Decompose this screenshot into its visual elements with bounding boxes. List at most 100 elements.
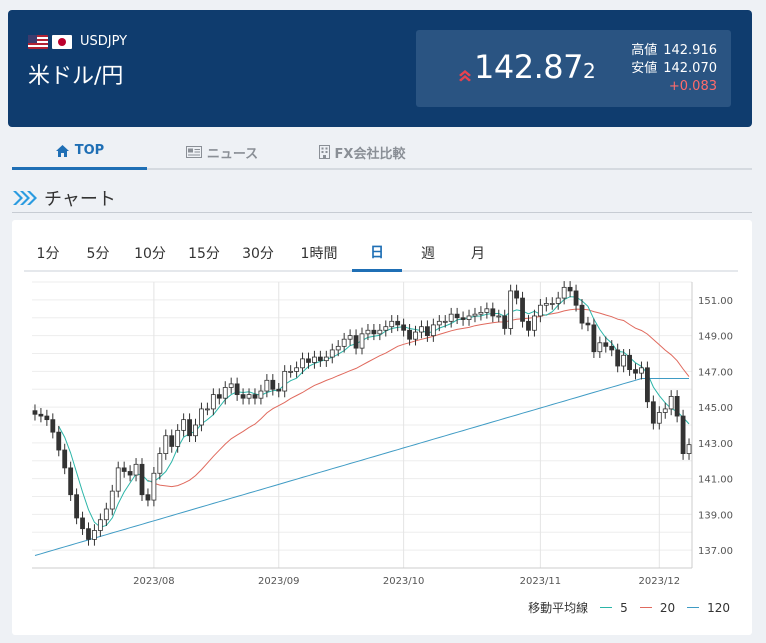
candle-body: [520, 297, 525, 322]
candle-body: [56, 431, 62, 451]
y-tick-label: 143.00: [698, 439, 733, 450]
candle-body: [169, 435, 175, 447]
section-title: チャート: [44, 189, 116, 210]
candle-body: [252, 394, 258, 399]
newspaper-icon: [185, 146, 202, 158]
low-label: 安値: [631, 61, 658, 76]
home-icon: [55, 144, 69, 157]
candle-body: [639, 367, 644, 374]
tab-fx-compare-label: FX会社比較: [334, 146, 406, 162]
tab-fx-compare[interactable]: FX会社比較: [297, 134, 427, 170]
legend-swatch-120: [687, 607, 700, 608]
candle-body: [329, 349, 335, 358]
period-1hour[interactable]: 1時間: [300, 246, 338, 262]
candle-body: [270, 379, 276, 390]
candle-body: [276, 388, 282, 392]
candle-body: [163, 435, 169, 455]
ma120-line: [34, 378, 689, 556]
y-tick-label: 141.00: [698, 475, 733, 486]
legend-swatch-5: [600, 607, 613, 608]
candle-body: [514, 290, 519, 299]
candle-body: [496, 315, 502, 318]
candle-body: [377, 329, 383, 335]
candle-body: [407, 329, 412, 340]
period-5min[interactable]: 5分: [86, 246, 110, 262]
candle-body: [585, 322, 591, 326]
quote-header: USDJPY 米ドル/円 142.872 高値 142.916 安値 142.070…: [8, 10, 752, 127]
chart-card: 1分 5分 10分 15分 30分 1時間 日 週 月 137.00 139.00…: [12, 220, 752, 635]
candle-body: [109, 490, 115, 510]
candle-body: [573, 290, 579, 306]
candle-body: [466, 315, 472, 320]
price-chart[interactable]: 137.00 139.00 141.00 143.00 145.00 147.00 149.…: [12, 280, 752, 595]
candle-body: [686, 444, 692, 455]
x-tick-label: 2023/11: [520, 576, 562, 587]
candle-body: [264, 379, 270, 392]
x-tick-label: 2023/08: [133, 576, 175, 587]
candle-body: [442, 320, 448, 323]
pair-code: USDJPY: [80, 34, 128, 49]
period-10min[interactable]: 10分: [134, 246, 166, 262]
candle-body: [668, 396, 674, 410]
candle-body: [288, 370, 294, 373]
candle-body: [127, 471, 133, 476]
y-tick-label: 145.00: [698, 403, 733, 414]
pair-row: USDJPY: [28, 34, 127, 49]
y-tick-label: 139.00: [698, 510, 733, 521]
candle-body: [62, 449, 68, 469]
high-low-panel: 高値 142.916 安値 142.070 +0.083: [631, 42, 717, 96]
price-main: 142.87: [474, 48, 583, 86]
tab-top-label: TOP: [74, 143, 105, 158]
candle-body: [258, 390, 264, 399]
candle-body: [419, 326, 424, 333]
tab-top[interactable]: TOP: [12, 134, 147, 170]
x-tick-label: 2023/10: [383, 576, 425, 587]
section-divider: [12, 212, 752, 213]
y-tick-label: 147.00: [698, 367, 733, 378]
candle-body: [662, 408, 668, 413]
candle-body: [448, 313, 454, 322]
candle-body: [103, 508, 109, 521]
period-day[interactable]: 日: [352, 234, 402, 272]
legend-item-5: 5: [620, 600, 628, 615]
candle-body: [145, 494, 151, 501]
period-week[interactable]: 週: [421, 246, 435, 262]
candle-body: [674, 396, 680, 417]
legend-swatch-20: [639, 607, 652, 608]
candle-body: [205, 408, 210, 411]
candle-body: [502, 315, 508, 329]
candle-body: [216, 394, 222, 399]
candle-body: [561, 286, 567, 299]
candle-body: [228, 383, 234, 388]
candle-body: [323, 356, 329, 362]
period-month[interactable]: 月: [471, 246, 485, 262]
candle-body: [430, 324, 436, 337]
candle-body: [222, 387, 228, 399]
candle-body: [365, 329, 371, 335]
candle-body: [656, 412, 662, 424]
us-flag-icon: [28, 34, 48, 49]
candle-body: [597, 342, 603, 353]
candle-body: [549, 303, 555, 305]
tab-news[interactable]: ニュース: [162, 134, 282, 170]
legend-item-20: 20: [659, 600, 676, 615]
candle-body: [460, 317, 466, 320]
x-tick-label: 2023/12: [639, 576, 681, 587]
candle-body: [603, 342, 609, 347]
tab-news-label: ニュース: [206, 146, 259, 162]
candle-body: [609, 345, 615, 351]
candle-body: [347, 335, 353, 340]
candle-body: [413, 331, 418, 340]
candle-body: [371, 329, 377, 335]
candle-body: [543, 303, 549, 306]
candle-body: [187, 419, 192, 437]
candle-body: [139, 463, 145, 496]
period-1min[interactable]: 1分: [36, 246, 60, 262]
price-pip: 2: [582, 59, 596, 83]
period-30min[interactable]: 30分: [242, 246, 274, 262]
period-15min[interactable]: 15分: [188, 246, 220, 262]
candle-body: [246, 394, 252, 399]
candle-body: [300, 358, 305, 369]
candle-body: [359, 333, 365, 349]
candle-body: [395, 320, 401, 326]
